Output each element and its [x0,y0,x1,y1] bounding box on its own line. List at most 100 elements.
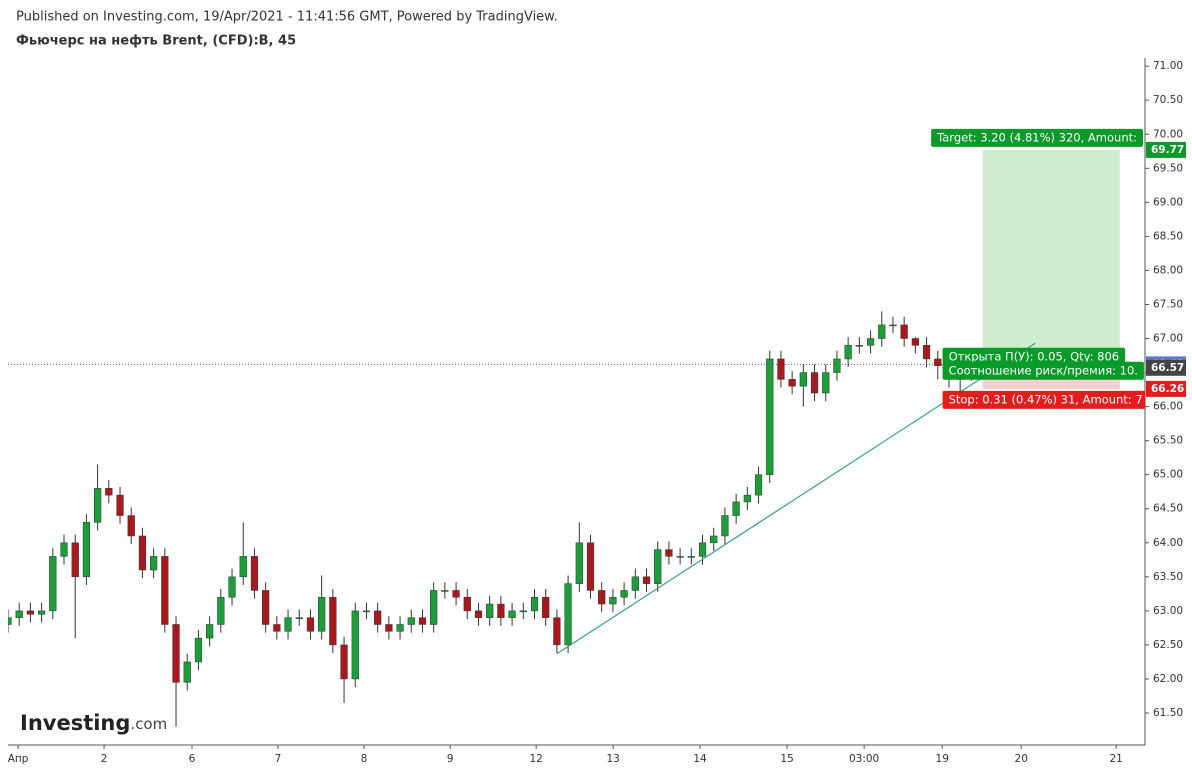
position-label-group: Открыта П(У): 0.05, Qty: 806 [942,347,1126,366]
candle-body [206,624,214,639]
y-tick-label: 68.00 [1153,264,1183,276]
candle-body [407,617,415,625]
candle-body [116,494,124,516]
candle-body [37,610,46,615]
y-tick-label: 66.00 [1153,401,1183,413]
candle-body [385,624,393,632]
y-tick-label: 70.00 [1153,128,1183,140]
candle-body [934,358,942,367]
position-label: Открыта П(У): 0.05, Qty: 806 [949,349,1120,363]
candle-body [698,542,707,557]
position-label-box [931,128,1143,147]
position-label: Соотношение риск/премия: 10. [949,363,1138,377]
price-tag-label: 66.26 [1151,383,1184,395]
candle-body [60,542,68,557]
x-tick-label: 03:00 [849,753,879,765]
candle-body [586,542,595,591]
y-tick-label: 64.00 [1153,537,1183,549]
candle-body [743,494,751,503]
candle-body [609,597,617,605]
y-tick-label: 65.00 [1153,469,1183,481]
candle-body [295,617,303,619]
plot-area: Target: 3.20 (4.81%) 320, Amount: Открыта… [8,128,1145,727]
candle-body [922,345,931,360]
x-tick-label: 20 [1015,753,1028,765]
position-label-box [942,361,1144,380]
candle-body [777,358,785,380]
candle-body [766,358,774,475]
price-tag [1146,380,1186,397]
axes: 61.50 62.00 62.50 63.00 63.50 64.00 64.50 65.00… [8,60,1186,765]
price-tag-label: 69.77 [1151,144,1184,156]
logo-name: Investing [20,711,130,735]
candle-body [418,617,427,625]
candle-body [452,590,460,598]
candle-body [878,324,886,339]
candle-body [430,590,438,625]
x-tick-label: 7 [275,753,282,765]
symbol-title: Фьючерс на нефть Brent, (CFD):B, 45 [16,34,296,49]
candle-body [900,324,908,339]
y-tick-label: 67.00 [1153,333,1183,345]
candle-body [911,338,919,346]
x-tick-label: 6 [189,753,196,765]
candle-body [239,556,247,578]
candle-body [250,556,259,591]
y-tick-label: 62.00 [1153,673,1183,685]
candle-body [721,515,729,537]
candle-body [598,590,606,605]
candle-body [687,556,695,558]
candle-body [799,372,807,387]
price-tag-label: 66.57 [1151,362,1184,374]
candle-body [150,556,158,571]
candle-body [172,624,180,683]
y-tick-label: 69.00 [1153,196,1183,208]
y-tick-label: 69.50 [1153,162,1183,174]
candle-body [318,597,326,632]
candle-body [553,617,561,646]
x-tick-label: 8 [361,753,368,765]
candle-body [15,610,23,618]
position-label-group: Target: 3.20 (4.81%) 320, Amount: [931,128,1143,147]
candle-body [273,624,281,632]
position-label-group: Соотношение риск/премия: 10. [942,361,1144,380]
x-tick-label: 21 [1109,753,1122,765]
candle-body [194,637,203,663]
candle-body [497,603,505,618]
candle-body [306,617,315,632]
candle-body [396,624,404,632]
candle-body [284,617,292,632]
candle-body [71,542,79,578]
candle-body [665,549,673,557]
price-tag [1146,141,1186,158]
position-label-box [942,347,1126,366]
y-tick-label: 61.50 [1153,707,1183,719]
candle-body [362,610,371,613]
candle-body [138,535,147,571]
candle-body [351,610,359,680]
candle-body [374,610,382,625]
candle-body [474,610,483,618]
x-tick-label: 13 [606,753,619,765]
candle-body [822,372,830,394]
y-tick-label: 70.50 [1153,94,1183,106]
candle-body [262,590,270,625]
y-tick-label: 62.50 [1153,639,1183,651]
logo-suffix: .com [130,715,167,733]
candle-body [654,549,662,584]
candle-body [732,501,740,516]
candle-body [575,542,583,584]
candle-body [833,358,841,373]
y-tick-label: 63.00 [1153,605,1183,617]
position-label: Target: 3.20 (4.81%) 320, Amount: [936,130,1137,144]
candle-body [508,610,516,618]
candle-body [49,556,57,612]
x-tick-label: 15 [780,753,793,765]
candle-body [94,488,102,523]
position-label: Stop: 0.31 (0.47%) 31, Amount: 7 [949,392,1143,406]
y-tick-label: 71.00 [1153,60,1183,72]
position-label-group: Stop: 0.31 (0.47%) 31, Amount: 7 [942,390,1145,409]
y-tick-label: 63.50 [1153,571,1183,583]
candle-body [676,556,684,558]
candle-body [519,610,527,613]
